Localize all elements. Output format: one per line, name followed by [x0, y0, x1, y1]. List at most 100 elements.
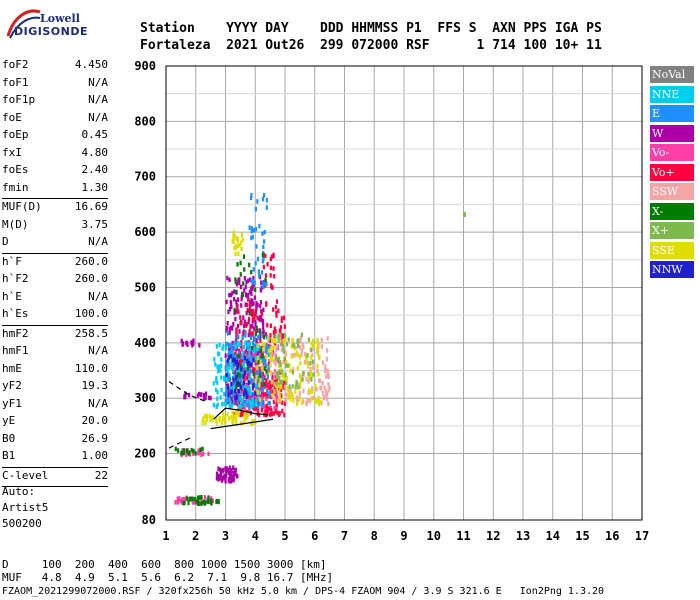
data-point-w [246, 308, 249, 313]
data-point-ssw [328, 385, 331, 390]
data-point-nne [214, 362, 217, 367]
data-point-x- [261, 252, 264, 258]
data-point-nne [224, 346, 228, 351]
data-point-vo- [265, 396, 268, 401]
data-point-e [250, 377, 253, 383]
header: Station YYYY DAY DDD HHMMSS P1 FFS S AXN… [140, 20, 602, 54]
x-tick-label: 2 [192, 529, 199, 543]
x-tick-label: 3 [222, 529, 229, 543]
param-label: hmE [2, 361, 22, 375]
x-tick-label: 15 [575, 529, 589, 543]
data-point-vo- [248, 304, 252, 309]
data-point-x- [182, 500, 185, 506]
data-point-vo- [269, 333, 272, 338]
param-value: 1.00 [81, 449, 109, 462]
data-point-e [253, 343, 256, 349]
data-point-x- [241, 292, 244, 297]
data-point-e [232, 365, 235, 371]
data-point-nnw [245, 390, 248, 396]
data-point-x- [278, 332, 281, 338]
data-point-sse [267, 349, 270, 354]
data-point-ssw [298, 345, 302, 350]
data-point-x- [295, 379, 298, 385]
data-point-e [248, 225, 251, 230]
data-point-sse [232, 233, 235, 238]
data-point-vo- [246, 402, 249, 408]
auto-line1: Auto: [2, 485, 36, 498]
param-value: N/A [88, 75, 108, 89]
data-point-vo- [262, 264, 265, 270]
data-point-w [257, 401, 260, 406]
data-point-x- [296, 343, 300, 349]
data-point-nnw [244, 388, 247, 393]
data-point-ssw [320, 400, 323, 406]
data-point-nnw [237, 382, 240, 387]
data-point-vo- [261, 394, 264, 400]
data-point-x- [283, 333, 287, 338]
data-point-w [218, 476, 222, 481]
data-point-vo- [283, 412, 286, 418]
param-row: hmE 110.0 [0, 362, 110, 380]
data-point-sse [298, 355, 301, 360]
data-point-vo- [246, 374, 250, 379]
data-point-vo- [198, 450, 201, 456]
data-point-e [266, 334, 269, 340]
data-point-e [249, 195, 253, 201]
data-point-vo- [266, 386, 269, 391]
data-point-sse [236, 243, 239, 249]
data-point-vo- [239, 315, 242, 320]
data-point-sse [255, 375, 258, 380]
data-point-sse [231, 410, 234, 415]
data-point-e [227, 377, 230, 382]
param-label: h`E [2, 289, 22, 303]
data-point-ssw [327, 374, 330, 379]
data-point-x- [209, 499, 212, 505]
data-point-w [259, 303, 262, 309]
data-point-e [265, 205, 268, 210]
data-point-x- [301, 377, 304, 382]
data-point-vo- [274, 329, 277, 334]
data-point-sse [211, 417, 214, 422]
data-point-vo- [250, 310, 253, 315]
x-tick-label: 9 [400, 529, 407, 543]
data-point-vo- [266, 322, 269, 328]
data-point-w [247, 400, 250, 406]
data-point-w [229, 325, 232, 330]
header-labels-row: Station YYYY DAY DDD HHMMSS P1 FFS S AXN… [140, 21, 602, 36]
data-point-nne [247, 342, 250, 347]
data-point-sse [232, 417, 235, 423]
data-point-sse [250, 421, 253, 426]
data-point-e [228, 343, 231, 348]
data-point-ssw [302, 388, 305, 394]
data-point-vo- [281, 400, 284, 406]
data-point-w [262, 279, 265, 285]
data-point-e [255, 244, 258, 249]
data-point-e [247, 390, 251, 395]
data-point-w [236, 297, 240, 302]
data-point-w [238, 354, 242, 359]
data-point-nnw [230, 353, 233, 359]
data-point-nne [222, 344, 225, 349]
data-point-ssw [315, 387, 318, 392]
data-point-x- [233, 307, 236, 313]
param-label: hmF2 [2, 326, 29, 340]
data-point-e [261, 400, 264, 405]
data-point-ssw [277, 398, 280, 404]
param-label: h`F [2, 254, 22, 268]
data-point-nnw [250, 362, 253, 367]
data-point-w [251, 386, 254, 391]
data-point-vo- [240, 320, 243, 325]
data-point-nne [223, 377, 226, 382]
data-point-sse [291, 338, 295, 343]
data-point-nne [225, 393, 229, 398]
data-point-sse [202, 416, 205, 421]
data-point-x- [195, 499, 198, 504]
data-point-sse [276, 383, 279, 389]
data-point-w [197, 391, 201, 397]
parameter-list: foF2 4.450 foF1 N/A foF1p N/A foE N/A foEp 0.45 fx… [0, 58, 110, 488]
data-point-vo- [242, 330, 245, 336]
data-point-w [255, 301, 258, 306]
data-point-x- [196, 501, 200, 506]
data-point-sse [316, 351, 320, 357]
data-point-ssw [323, 385, 326, 391]
